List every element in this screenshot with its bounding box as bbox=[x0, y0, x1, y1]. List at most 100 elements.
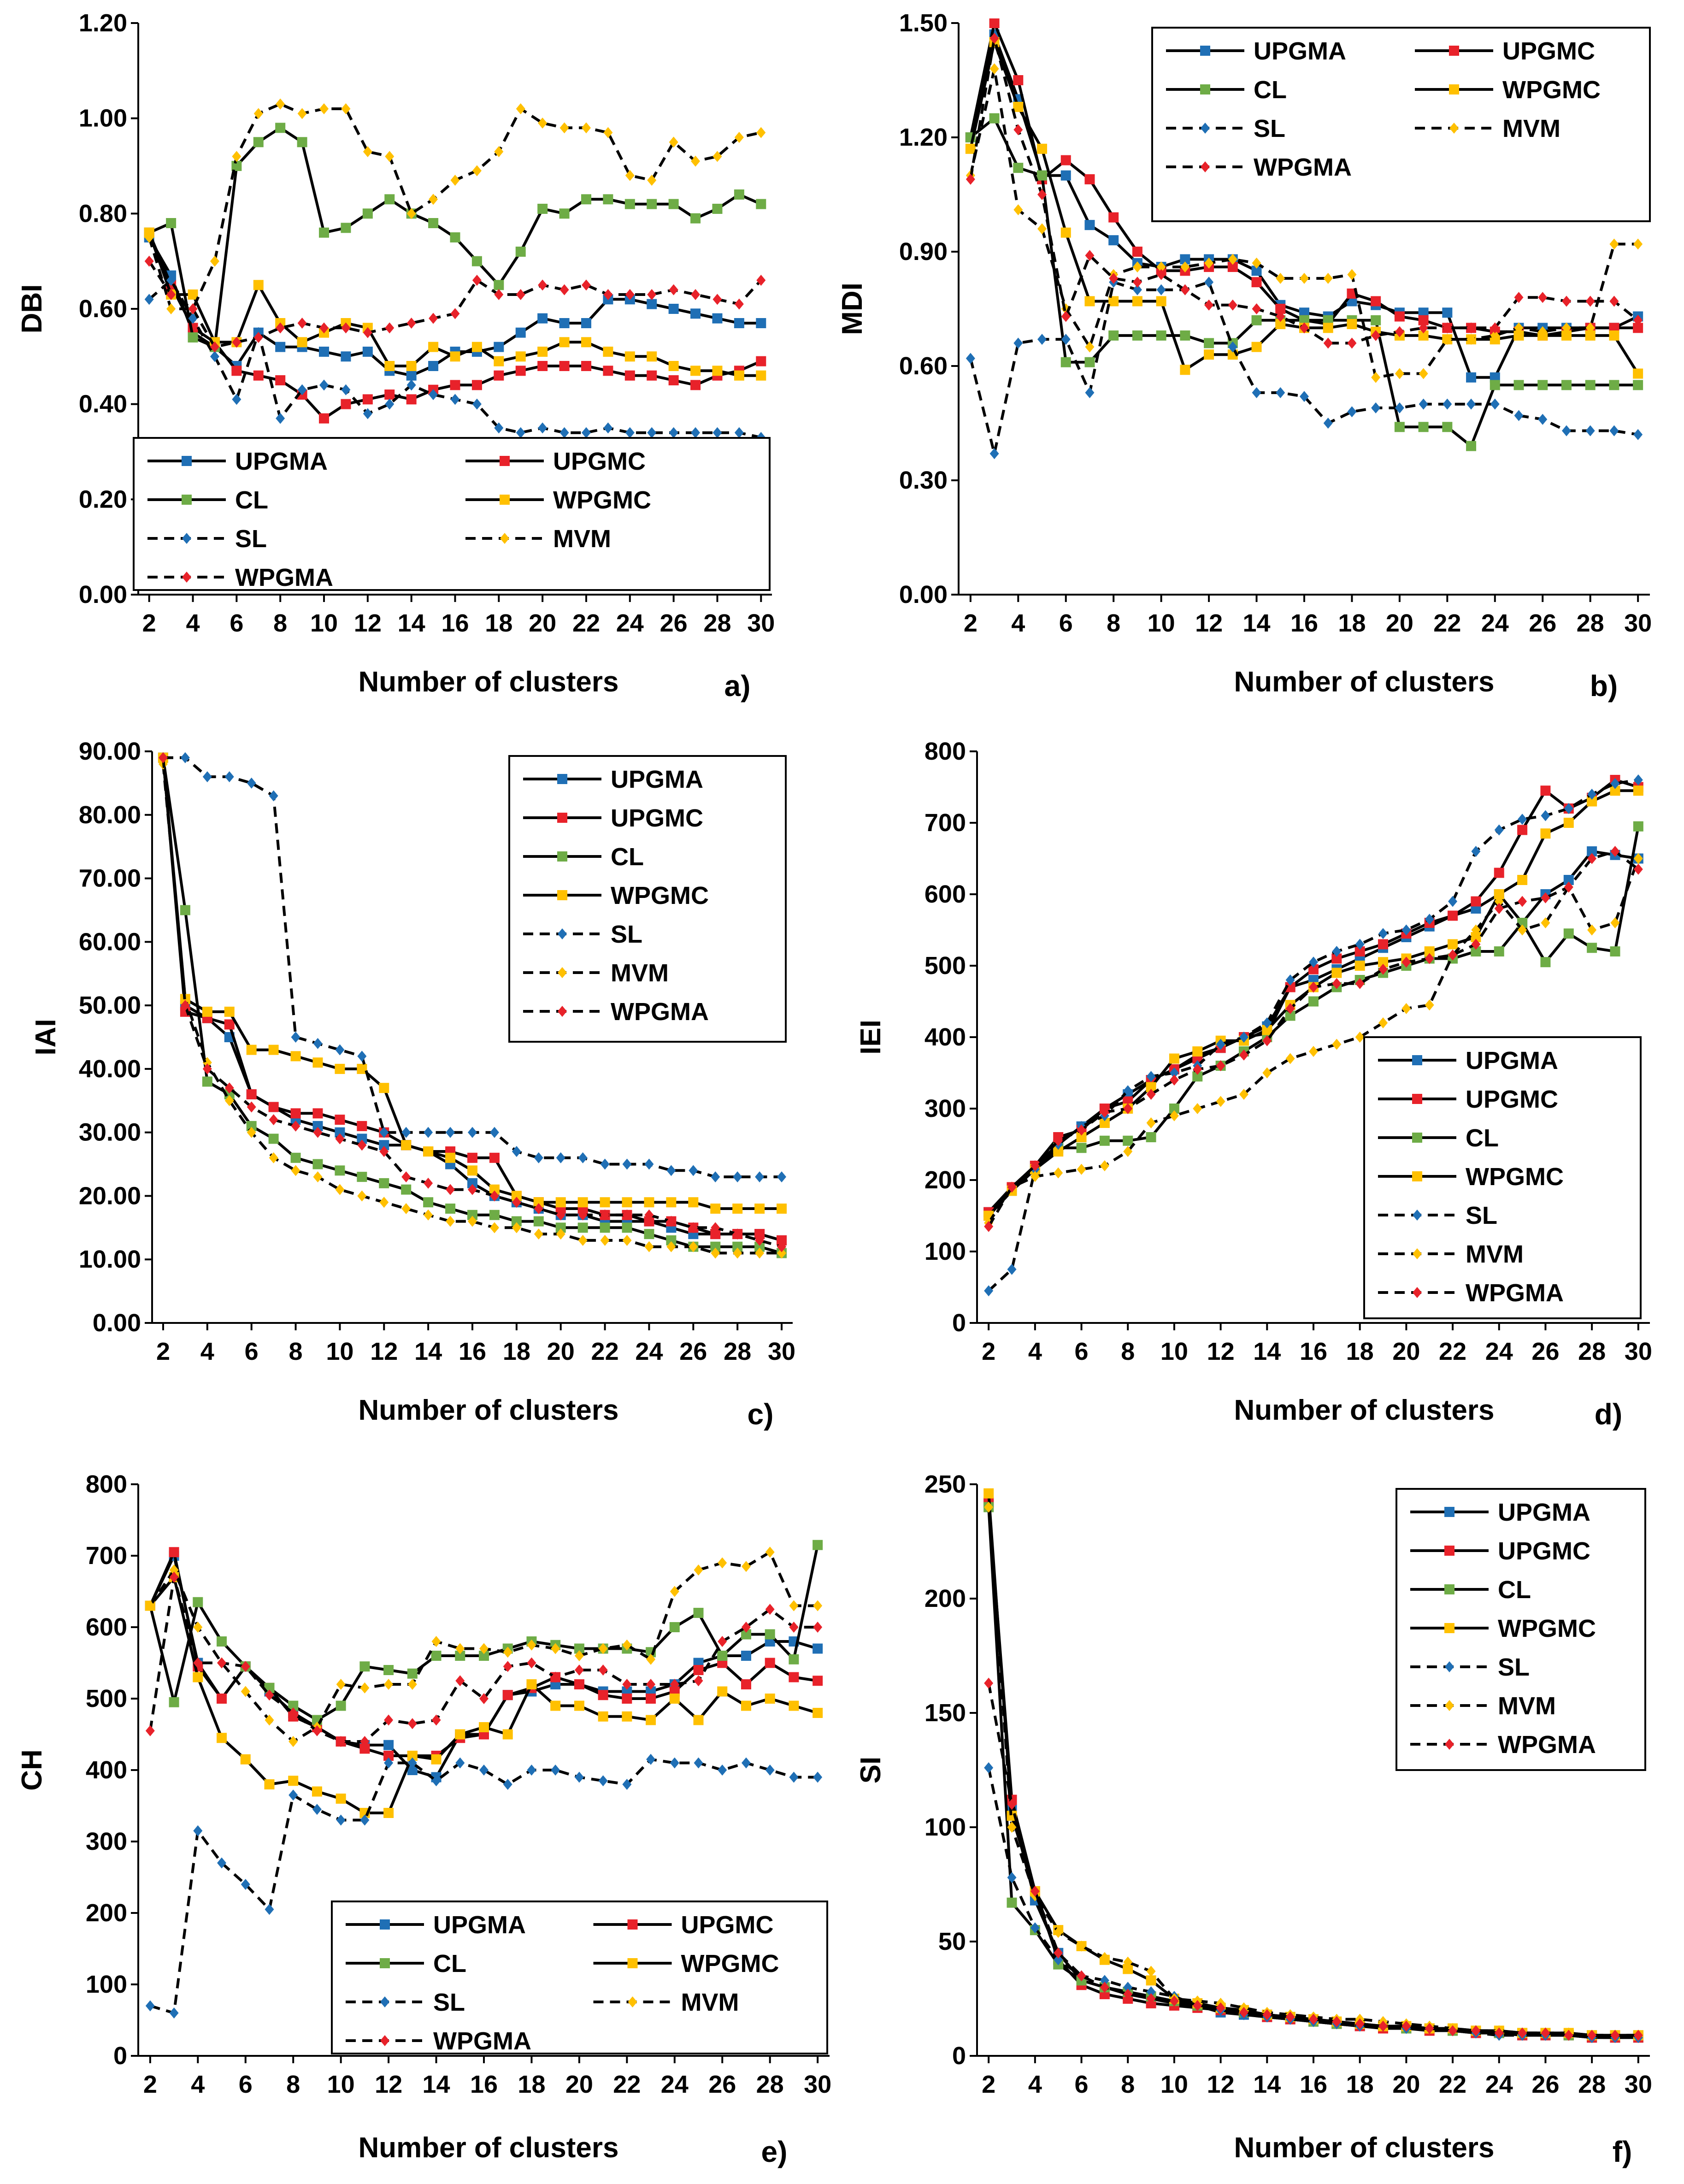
data-point-wpgma bbox=[1169, 1074, 1179, 1086]
data-point-sl bbox=[1395, 402, 1404, 413]
data-point-upgma bbox=[1418, 307, 1429, 318]
data-point-upgmc bbox=[169, 1547, 179, 1558]
data-point-wpgmc bbox=[983, 1488, 994, 1499]
legend-marker-wpgma bbox=[558, 1006, 567, 1017]
data-point-wpgma bbox=[756, 275, 766, 286]
data-point-mvm bbox=[1239, 1089, 1248, 1100]
legend-marker-cl bbox=[1200, 84, 1210, 94]
data-point-mvm bbox=[363, 146, 372, 157]
data-point-wpgmc bbox=[445, 1152, 456, 1163]
data-point-upgma bbox=[312, 1121, 323, 1131]
data-point-cl bbox=[1013, 163, 1024, 173]
y-tick-label: 700 bbox=[924, 809, 966, 837]
data-point-wpgmc bbox=[603, 347, 613, 357]
data-point-wpgma bbox=[741, 1622, 751, 1633]
data-point-sl bbox=[357, 1051, 367, 1062]
data-point-wpgmc bbox=[537, 347, 548, 357]
y-tick-label: 800 bbox=[86, 1470, 127, 1498]
y-tick-label: 400 bbox=[86, 1756, 127, 1784]
data-point-wpgmc bbox=[494, 356, 504, 366]
data-point-wpgmc bbox=[622, 1711, 632, 1722]
data-point-upgma bbox=[712, 313, 723, 324]
data-point-sl bbox=[407, 1757, 417, 1769]
data-point-upgma bbox=[1060, 170, 1071, 181]
x-tick-label: 16 bbox=[470, 2071, 498, 2098]
data-point-wpgmc bbox=[1633, 785, 1643, 796]
data-point-mvm bbox=[1146, 1117, 1156, 1128]
legend-label-wpgmc: WPGMC bbox=[1466, 1163, 1564, 1191]
data-point-sl bbox=[669, 427, 678, 438]
data-point-cl bbox=[1204, 338, 1214, 348]
x-tick-label: 18 bbox=[1338, 609, 1366, 637]
data-point-mvm bbox=[989, 63, 999, 75]
chart-panel-dbi: 0.000.200.400.600.801.001.202 4 6 8 10 12 14 16… bbox=[16, 9, 775, 702]
data-point-upgmc bbox=[813, 1676, 823, 1686]
data-point-mvm bbox=[559, 122, 569, 134]
data-point-upgma bbox=[467, 1178, 477, 1188]
data-point-sl bbox=[1633, 429, 1643, 440]
x-axis-title: Number of clusters bbox=[358, 2132, 618, 2164]
data-point-cl bbox=[359, 1661, 370, 1672]
data-point-wpgma bbox=[217, 1657, 227, 1669]
data-point-mvm bbox=[1494, 896, 1504, 907]
data-point-wpgma bbox=[559, 284, 569, 295]
data-point-wpgma bbox=[1587, 2030, 1597, 2041]
x-tick-label: 20 bbox=[1392, 2071, 1420, 2098]
legend-marker-wpgma bbox=[1413, 1287, 1422, 1298]
data-point-upgmc bbox=[312, 1108, 323, 1119]
data-point-cl bbox=[166, 218, 177, 228]
x-tick-label: 28 bbox=[756, 2071, 784, 2098]
data-point-wpgma bbox=[276, 322, 285, 334]
data-point-wpgmc bbox=[188, 289, 198, 300]
x-tick-label: 14 bbox=[1253, 1338, 1281, 1365]
data-point-upgmc bbox=[217, 1694, 227, 1704]
y-axis-title: IAI bbox=[30, 1019, 62, 1055]
data-point-wpgmc bbox=[526, 1679, 537, 1689]
data-point-sl bbox=[689, 1165, 698, 1176]
data-point-mvm bbox=[527, 1639, 536, 1651]
data-point-sl bbox=[581, 427, 591, 438]
data-point-mvm bbox=[336, 1679, 346, 1690]
data-point-upgma bbox=[1108, 235, 1119, 246]
data-point-mvm bbox=[1355, 1032, 1365, 1043]
data-point-sl bbox=[1425, 914, 1434, 925]
data-point-cl bbox=[188, 332, 198, 342]
data-point-wpgma bbox=[1371, 330, 1381, 341]
data-point-wpgma bbox=[291, 1120, 300, 1132]
data-point-wpgma bbox=[666, 1216, 676, 1227]
data-point-wpgma bbox=[1123, 1989, 1133, 2000]
data-point-mvm bbox=[407, 1679, 417, 1690]
data-point-cl bbox=[423, 1197, 434, 1208]
data-point-wpgmc bbox=[1323, 323, 1333, 333]
data-point-cl bbox=[624, 199, 635, 209]
data-point-cl bbox=[401, 1184, 412, 1195]
data-point-wpgma bbox=[429, 313, 438, 324]
data-point-wpgmc bbox=[455, 1729, 465, 1740]
data-point-wpgmc bbox=[1053, 1146, 1064, 1157]
data-point-wpgma bbox=[431, 1714, 441, 1726]
data-point-cl bbox=[1192, 1071, 1203, 1082]
data-point-upgma bbox=[741, 1651, 751, 1661]
data-point-sl bbox=[472, 398, 482, 410]
data-point-sl bbox=[1541, 810, 1550, 821]
data-point-wpgma bbox=[1518, 896, 1527, 907]
y-tick-label: 0.60 bbox=[899, 352, 948, 380]
data-point-cl bbox=[1169, 1104, 1179, 1114]
x-tick-label: 26 bbox=[660, 609, 688, 637]
data-point-wpgmc bbox=[268, 1045, 279, 1055]
data-point-wpgmc bbox=[297, 337, 307, 348]
data-point-cl bbox=[1146, 1132, 1156, 1142]
x-tick-label: 20 bbox=[1386, 609, 1413, 637]
data-point-sl bbox=[1276, 387, 1285, 398]
x-tick-label: 8 bbox=[289, 1338, 303, 1365]
data-point-wpgma bbox=[335, 1133, 345, 1145]
data-point-mvm bbox=[598, 1643, 608, 1654]
data-point-wpgma bbox=[1538, 292, 1548, 303]
data-point-wpgma bbox=[494, 289, 504, 300]
data-point-cl bbox=[734, 189, 744, 200]
data-point-wpgma bbox=[1077, 1970, 1086, 1982]
data-point-sl bbox=[1123, 1085, 1133, 1097]
data-point-sl bbox=[622, 1779, 632, 1790]
data-point-wpgmc bbox=[336, 1794, 346, 1804]
data-point-upgmc bbox=[1132, 247, 1142, 257]
